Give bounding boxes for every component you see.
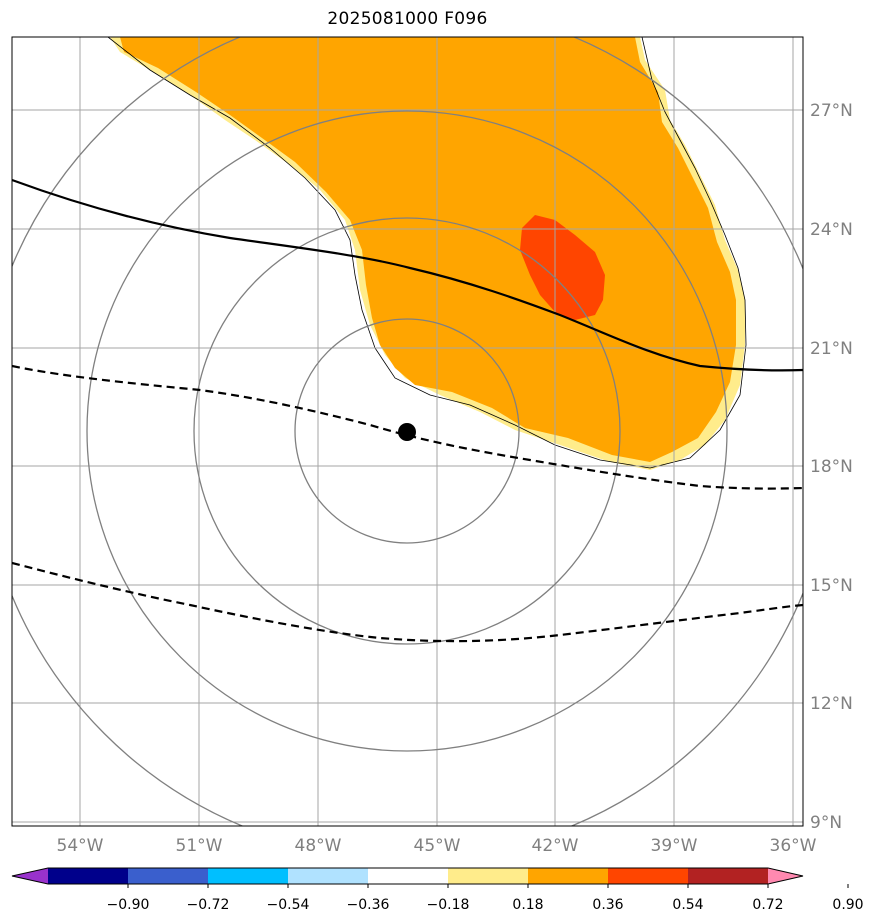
- range-rings: [12, 37, 803, 826]
- colorbar-extend-low: [12, 868, 48, 884]
- lat-label-15n: 15°N: [810, 576, 853, 596]
- colorbar-segment: [528, 868, 609, 884]
- colorbar-tick-label: 0.90: [832, 897, 863, 913]
- lat-label-9n: 9°N: [810, 813, 842, 833]
- lon-label-42w: 42°W: [532, 836, 579, 856]
- colorbar-segment: [688, 868, 769, 884]
- colorbar-tick-label: −0.18: [427, 897, 470, 913]
- solid-contour-line: [12, 178, 803, 372]
- lon-label-45w: 45°W: [414, 836, 461, 856]
- lon-label-54w: 54°W: [57, 836, 104, 856]
- colorbar: −0.90 −0.72 −0.54 −0.36 −0.18 0.18 0.36 0.54 0.7…: [11, 867, 864, 913]
- lat-label-24n: 24°N: [810, 220, 853, 240]
- range-ring-1: [294, 318, 520, 544]
- shaded-region-0.54-0.72: [520, 215, 605, 320]
- colorbar-tick-label: −0.36: [347, 897, 390, 913]
- colorbar-extend-high: [768, 868, 803, 884]
- latitude-labels: 27°N 24°N 21°N 18°N 15°N 12°N 9°N: [810, 101, 853, 833]
- colorbar-segment: [288, 868, 369, 884]
- lat-label-18n: 18°N: [810, 457, 853, 477]
- colorbar-segment: [368, 868, 449, 884]
- colorbar-segment: [608, 868, 689, 884]
- colorbar-segment: [128, 868, 209, 884]
- lon-label-39w: 39°W: [651, 836, 698, 856]
- lon-label-48w: 48°W: [295, 836, 342, 856]
- colorbar-segment: [448, 868, 529, 884]
- colorbar-tick-label: 0.72: [752, 897, 783, 913]
- colorbar-tick-label: −0.54: [267, 897, 310, 913]
- lon-label-51w: 51°W: [176, 836, 223, 856]
- colorbar-tick-label: −0.90: [107, 897, 150, 913]
- plot-frame: [11, 36, 804, 827]
- colorbar-tick-label: 0.54: [672, 897, 703, 913]
- range-ring-2: [193, 217, 621, 645]
- shaded-region-0.36-0.54: [120, 37, 736, 462]
- map-title: 2025081000 F096: [327, 9, 488, 29]
- range-ring-3: [86, 110, 728, 752]
- lat-label-27n: 27°N: [810, 101, 853, 121]
- storm-center-marker: [398, 423, 416, 441]
- gridlines: [12, 37, 803, 826]
- colorbar-tick-label: 0.18: [512, 897, 543, 913]
- colorbar-tick-label: 0.36: [592, 897, 623, 913]
- colorbar-tick-label: −0.72: [187, 897, 230, 913]
- colorbar-segment: [48, 868, 129, 884]
- lon-label-36w: 36°W: [770, 836, 817, 856]
- dashed-contour-line-north: [12, 364, 803, 490]
- lat-label-12n: 12°N: [810, 694, 853, 714]
- dashed-contour-line-south: [12, 561, 803, 643]
- lat-label-21n: 21°N: [810, 339, 853, 359]
- colorbar-outline: [11, 867, 804, 885]
- longitude-labels: 54°W 51°W 48°W 45°W 42°W 39°W 36°W: [57, 836, 817, 856]
- colorbar-segment: [208, 868, 289, 884]
